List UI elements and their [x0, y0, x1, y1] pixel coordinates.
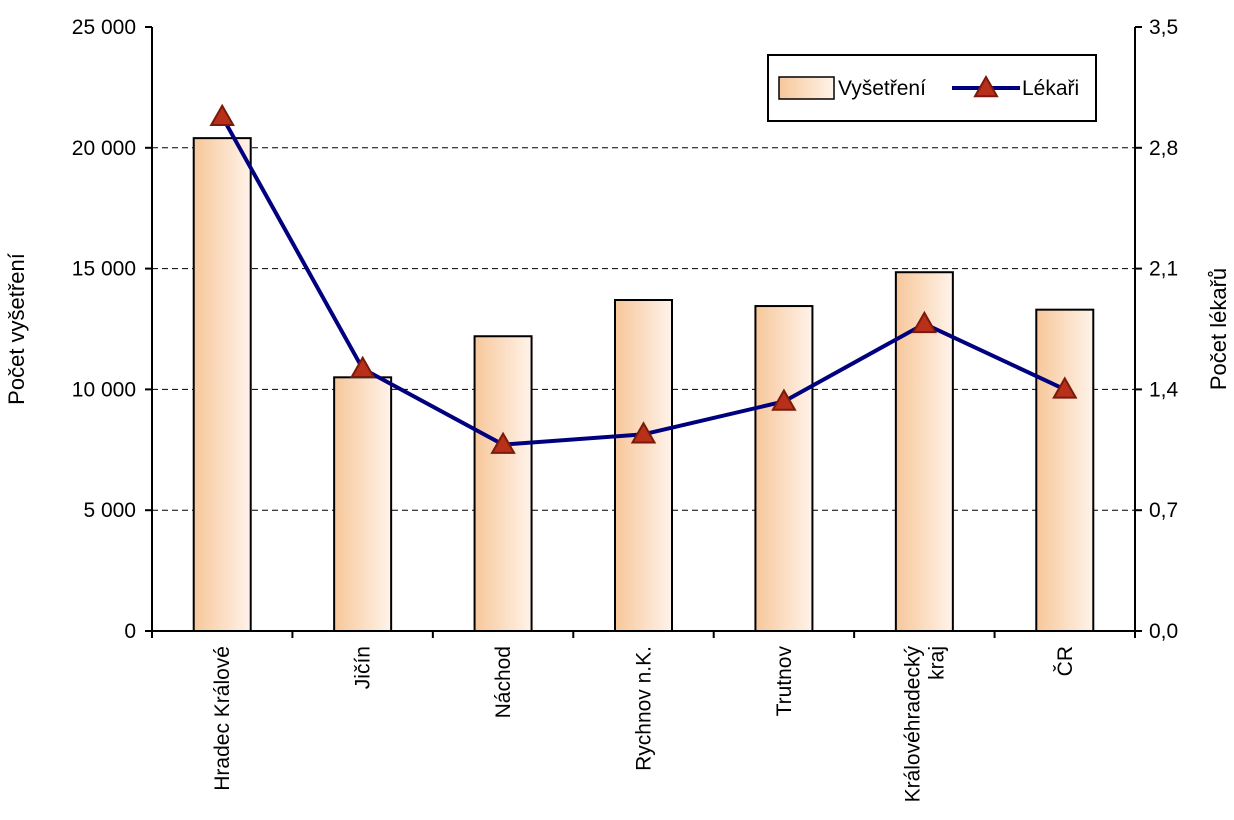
- x-tick-label: Trutnov: [773, 646, 796, 717]
- bar: [192, 137, 252, 633]
- line-point: [349, 355, 376, 378]
- y-tick-label-left: 25 000: [72, 16, 136, 39]
- x-tick-label: ČR: [1054, 646, 1077, 676]
- bar: [333, 376, 393, 632]
- line-point: [911, 310, 938, 334]
- y-tick-label-right: 0,7: [1149, 499, 1178, 522]
- line-point: [490, 431, 516, 454]
- y-axis-title-right: Počet lékařů: [1206, 268, 1231, 390]
- legend-marker: [973, 74, 999, 98]
- y-tick-label-left: 5 000: [83, 499, 136, 522]
- x-tick-label: Rychnov n.K.: [633, 646, 656, 771]
- bar: [1035, 308, 1095, 632]
- y-tick-label-right: 3,5: [1149, 16, 1178, 39]
- x-tick-label: kraj: [925, 646, 948, 680]
- legend: Vyšetření Lékaři: [767, 54, 1097, 122]
- y-tick-label-left: 15 000: [72, 258, 136, 281]
- x-tick-label: Jičín: [352, 646, 375, 689]
- line-point: [630, 421, 657, 444]
- y-tick-label-right: 0,0: [1149, 620, 1178, 643]
- bar: [754, 305, 814, 632]
- line-point: [771, 388, 797, 411]
- axes: [145, 26, 1142, 638]
- x-tick-label: Náchod: [492, 646, 515, 718]
- legend-label-line: Lékaři: [1022, 77, 1079, 100]
- axis-labels: 0 5 000 10 000 15 000 20 000 25 000 0,0 0,7 1,4 2…: [4, 16, 1231, 802]
- y-tick-label-left: 20 000: [72, 137, 136, 160]
- bar: [614, 299, 673, 632]
- y-tick-label-right: 2,1: [1149, 258, 1178, 281]
- line-point: [209, 103, 235, 126]
- y-tick-label-right: 1,4: [1149, 378, 1179, 401]
- y-tick-label-left: 0: [124, 620, 136, 643]
- bar-series: [192, 137, 1095, 633]
- y-tick-label-right: 2,8: [1149, 137, 1178, 160]
- x-tick-label: Hradec Králové: [211, 646, 234, 791]
- x-tick-label: Královéhradecký: [901, 646, 924, 803]
- y-axis-title-left: Počet vyšetření: [4, 253, 29, 405]
- line-series: [209, 103, 1078, 454]
- legend-swatch-bar: [778, 76, 835, 100]
- line-point: [1052, 376, 1078, 399]
- y-tick-label-left: 10 000: [72, 378, 136, 401]
- legend-label-bar: Vyšetření: [838, 77, 926, 100]
- bar: [473, 335, 533, 632]
